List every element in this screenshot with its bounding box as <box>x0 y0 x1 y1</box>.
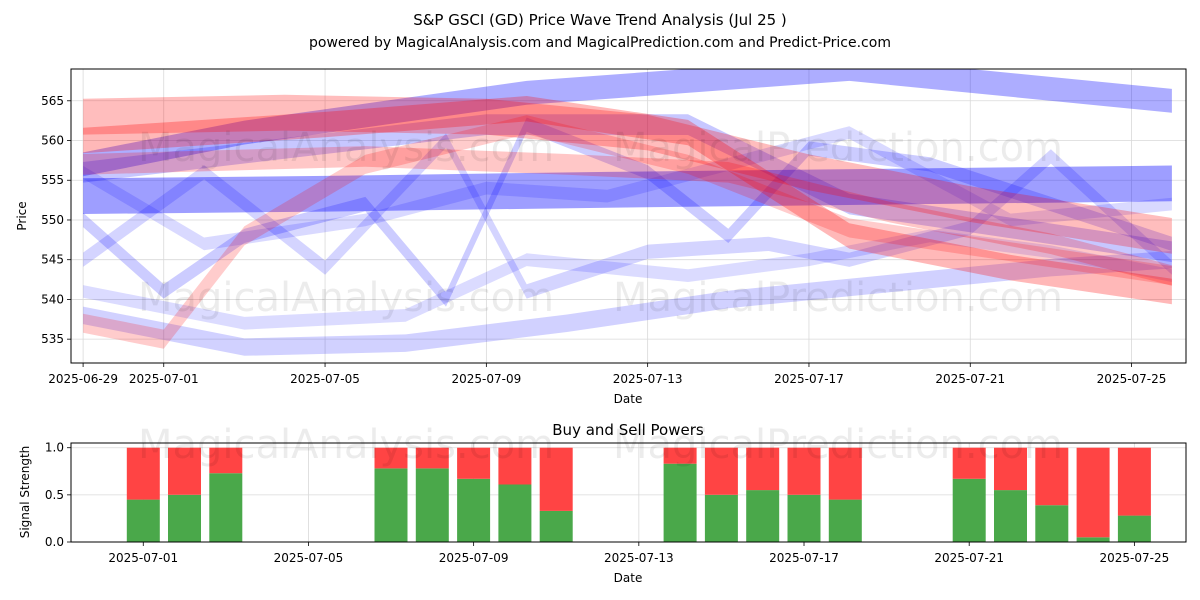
watermark-analysis-mid: MagicalAnalysis.com <box>138 275 554 321</box>
price-x-tick-label-6: 2025-07-21 <box>935 372 1005 386</box>
price-y-tick-label-0: 535 <box>41 332 64 346</box>
signal-y-axis-label: Signal Strength <box>18 446 32 539</box>
price-y-tick-label-5: 560 <box>41 134 64 148</box>
price-axis-ticks: 2025-06-29 2025-07-01 2025-07-05 2025-07-09… <box>41 94 1166 386</box>
price-y-tick-label-6: 565 <box>41 94 64 108</box>
sell-bar-2025-07-17 <box>787 447 821 495</box>
price-x-tick-label-4: 2025-07-13 <box>613 372 683 386</box>
signal-x-tick-label-6: 2025-07-25 <box>1100 551 1170 565</box>
main-title-line2: powered by MagicalAnalysis.com and Magic… <box>309 35 891 51</box>
main-title-line1: S&P GSCI (GD) Price Wave Trend Analysis … <box>413 11 787 29</box>
price-y-axis-label: Price <box>15 201 29 230</box>
price-y-tick-label-1: 540 <box>41 292 64 306</box>
price-x-tick-label-0: 2025-06-29 <box>48 372 118 386</box>
price-wave-blue-wave-c <box>83 126 1172 251</box>
sell-bar-2025-07-11 <box>539 447 573 511</box>
sell-bar-2025-07-08 <box>415 447 449 469</box>
watermark-prediction-bottom: MagicalPrediction.com <box>613 422 1063 468</box>
sell-bar-2025-07-21 <box>952 447 986 479</box>
watermark-prediction-mid: MagicalPrediction.com <box>613 275 1063 321</box>
buy-bar-2025-07-02 <box>168 494 201 542</box>
signal-x-tick-label-2: 2025-07-09 <box>439 551 509 565</box>
signal-y-tick-label-1: 0.5 <box>45 488 64 502</box>
price-wave-blue-band-flat <box>83 165 1172 214</box>
buy-bar-2025-07-23 <box>1035 505 1069 542</box>
price-grid <box>71 69 1186 363</box>
sell-bar-2025-07-24 <box>1076 447 1110 538</box>
price-y-tick-label-4: 555 <box>41 173 64 187</box>
price-wave-red-band-main <box>83 96 1172 305</box>
buy-bar-2025-07-22 <box>994 490 1027 542</box>
sell-bar-2025-07-15 <box>704 447 738 495</box>
price-x-tick-label-2: 2025-07-05 <box>290 372 360 386</box>
sell-bar-2025-07-09 <box>457 447 491 479</box>
buy-bar-2025-07-21 <box>952 478 986 542</box>
price-x-axis-label: Date <box>614 392 643 406</box>
sell-bar-2025-07-23 <box>1035 447 1069 506</box>
price-chart: MagicalAnalysis.com MagicalPrediction.co… <box>15 68 1187 406</box>
signal-bars <box>126 447 1151 542</box>
watermark-analysis-top: MagicalAnalysis.com <box>138 125 554 171</box>
sell-bar-2025-07-16 <box>746 447 780 491</box>
buy-bar-2025-07-08 <box>415 468 449 542</box>
buy-bar-2025-07-25 <box>1117 515 1151 542</box>
signal-y-tick-label-0: 0.0 <box>45 535 64 549</box>
price-wave-red-band-rise <box>83 115 1172 349</box>
signal-axis-ticks: 2025-07-01 2025-07-05 2025-07-09 2025-07-13… <box>45 441 1169 565</box>
buy-bar-2025-07-18 <box>828 499 862 542</box>
signal-x-tick-label-5: 2025-07-21 <box>934 551 1004 565</box>
buy-bar-2025-07-17 <box>787 494 821 542</box>
signal-x-tick-label-3: 2025-07-13 <box>604 551 674 565</box>
watermark-prediction-top: MagicalPrediction.com <box>613 125 1063 171</box>
signal-y-tick-label-2: 1.0 <box>45 441 64 455</box>
buy-bar-2025-07-10 <box>498 484 532 542</box>
buy-bar-2025-07-03 <box>209 473 243 542</box>
price-plot-frame <box>70 68 1187 364</box>
price-x-tick-label-3: 2025-07-09 <box>451 372 521 386</box>
buy-bar-2025-07-07 <box>374 468 408 542</box>
price-wave-red-band-low <box>83 146 1172 286</box>
signal-x-tick-label-4: 2025-07-17 <box>769 551 839 565</box>
sell-bar-2025-07-02 <box>168 447 201 495</box>
buy-bar-2025-07-24 <box>1076 537 1110 542</box>
price-y-tick-label-2: 545 <box>41 253 64 267</box>
sell-bar-2025-07-14 <box>663 447 697 464</box>
sell-bar-2025-07-25 <box>1117 447 1151 516</box>
buy-bar-2025-07-09 <box>457 478 491 542</box>
price-wave-blue-wave-a <box>83 117 1172 307</box>
sell-bar-2025-07-03 <box>209 447 243 474</box>
price-x-tick-label-5: 2025-07-17 <box>774 372 844 386</box>
sell-bar-2025-07-01 <box>126 447 160 500</box>
sell-bar-2025-07-22 <box>994 447 1027 491</box>
signal-chart: Buy and Sell Powers MagicalAnalysis.com … <box>18 421 1187 585</box>
price-wave-blue-band-upper <box>83 69 1172 177</box>
watermark-analysis-bottom: MagicalAnalysis.com <box>138 422 554 468</box>
sell-bar-2025-07-10 <box>498 447 532 485</box>
buy-bar-2025-07-01 <box>126 499 160 542</box>
signal-x-tick-label-0: 2025-07-01 <box>108 551 178 565</box>
price-wave-bands <box>83 69 1172 356</box>
buy-bar-2025-07-11 <box>539 510 573 542</box>
price-wave-blue-band-low <box>83 251 1172 356</box>
signal-x-axis-label: Date <box>614 571 643 585</box>
buy-bar-2025-07-14 <box>663 463 697 542</box>
price-y-tick-label-3: 550 <box>41 213 64 227</box>
price-x-tick-label-1: 2025-07-01 <box>129 372 199 386</box>
sell-bar-2025-07-18 <box>828 447 862 500</box>
buy-bar-2025-07-15 <box>704 494 738 542</box>
signal-x-tick-label-1: 2025-07-05 <box>274 551 344 565</box>
signal-plot-frame <box>70 442 1187 543</box>
signal-chart-title: Buy and Sell Powers <box>552 421 704 439</box>
price-wave-red-band-top <box>83 94 1172 254</box>
buy-bar-2025-07-16 <box>746 490 780 542</box>
sell-bar-2025-07-07 <box>374 447 408 469</box>
price-x-tick-label-7: 2025-07-25 <box>1097 372 1167 386</box>
